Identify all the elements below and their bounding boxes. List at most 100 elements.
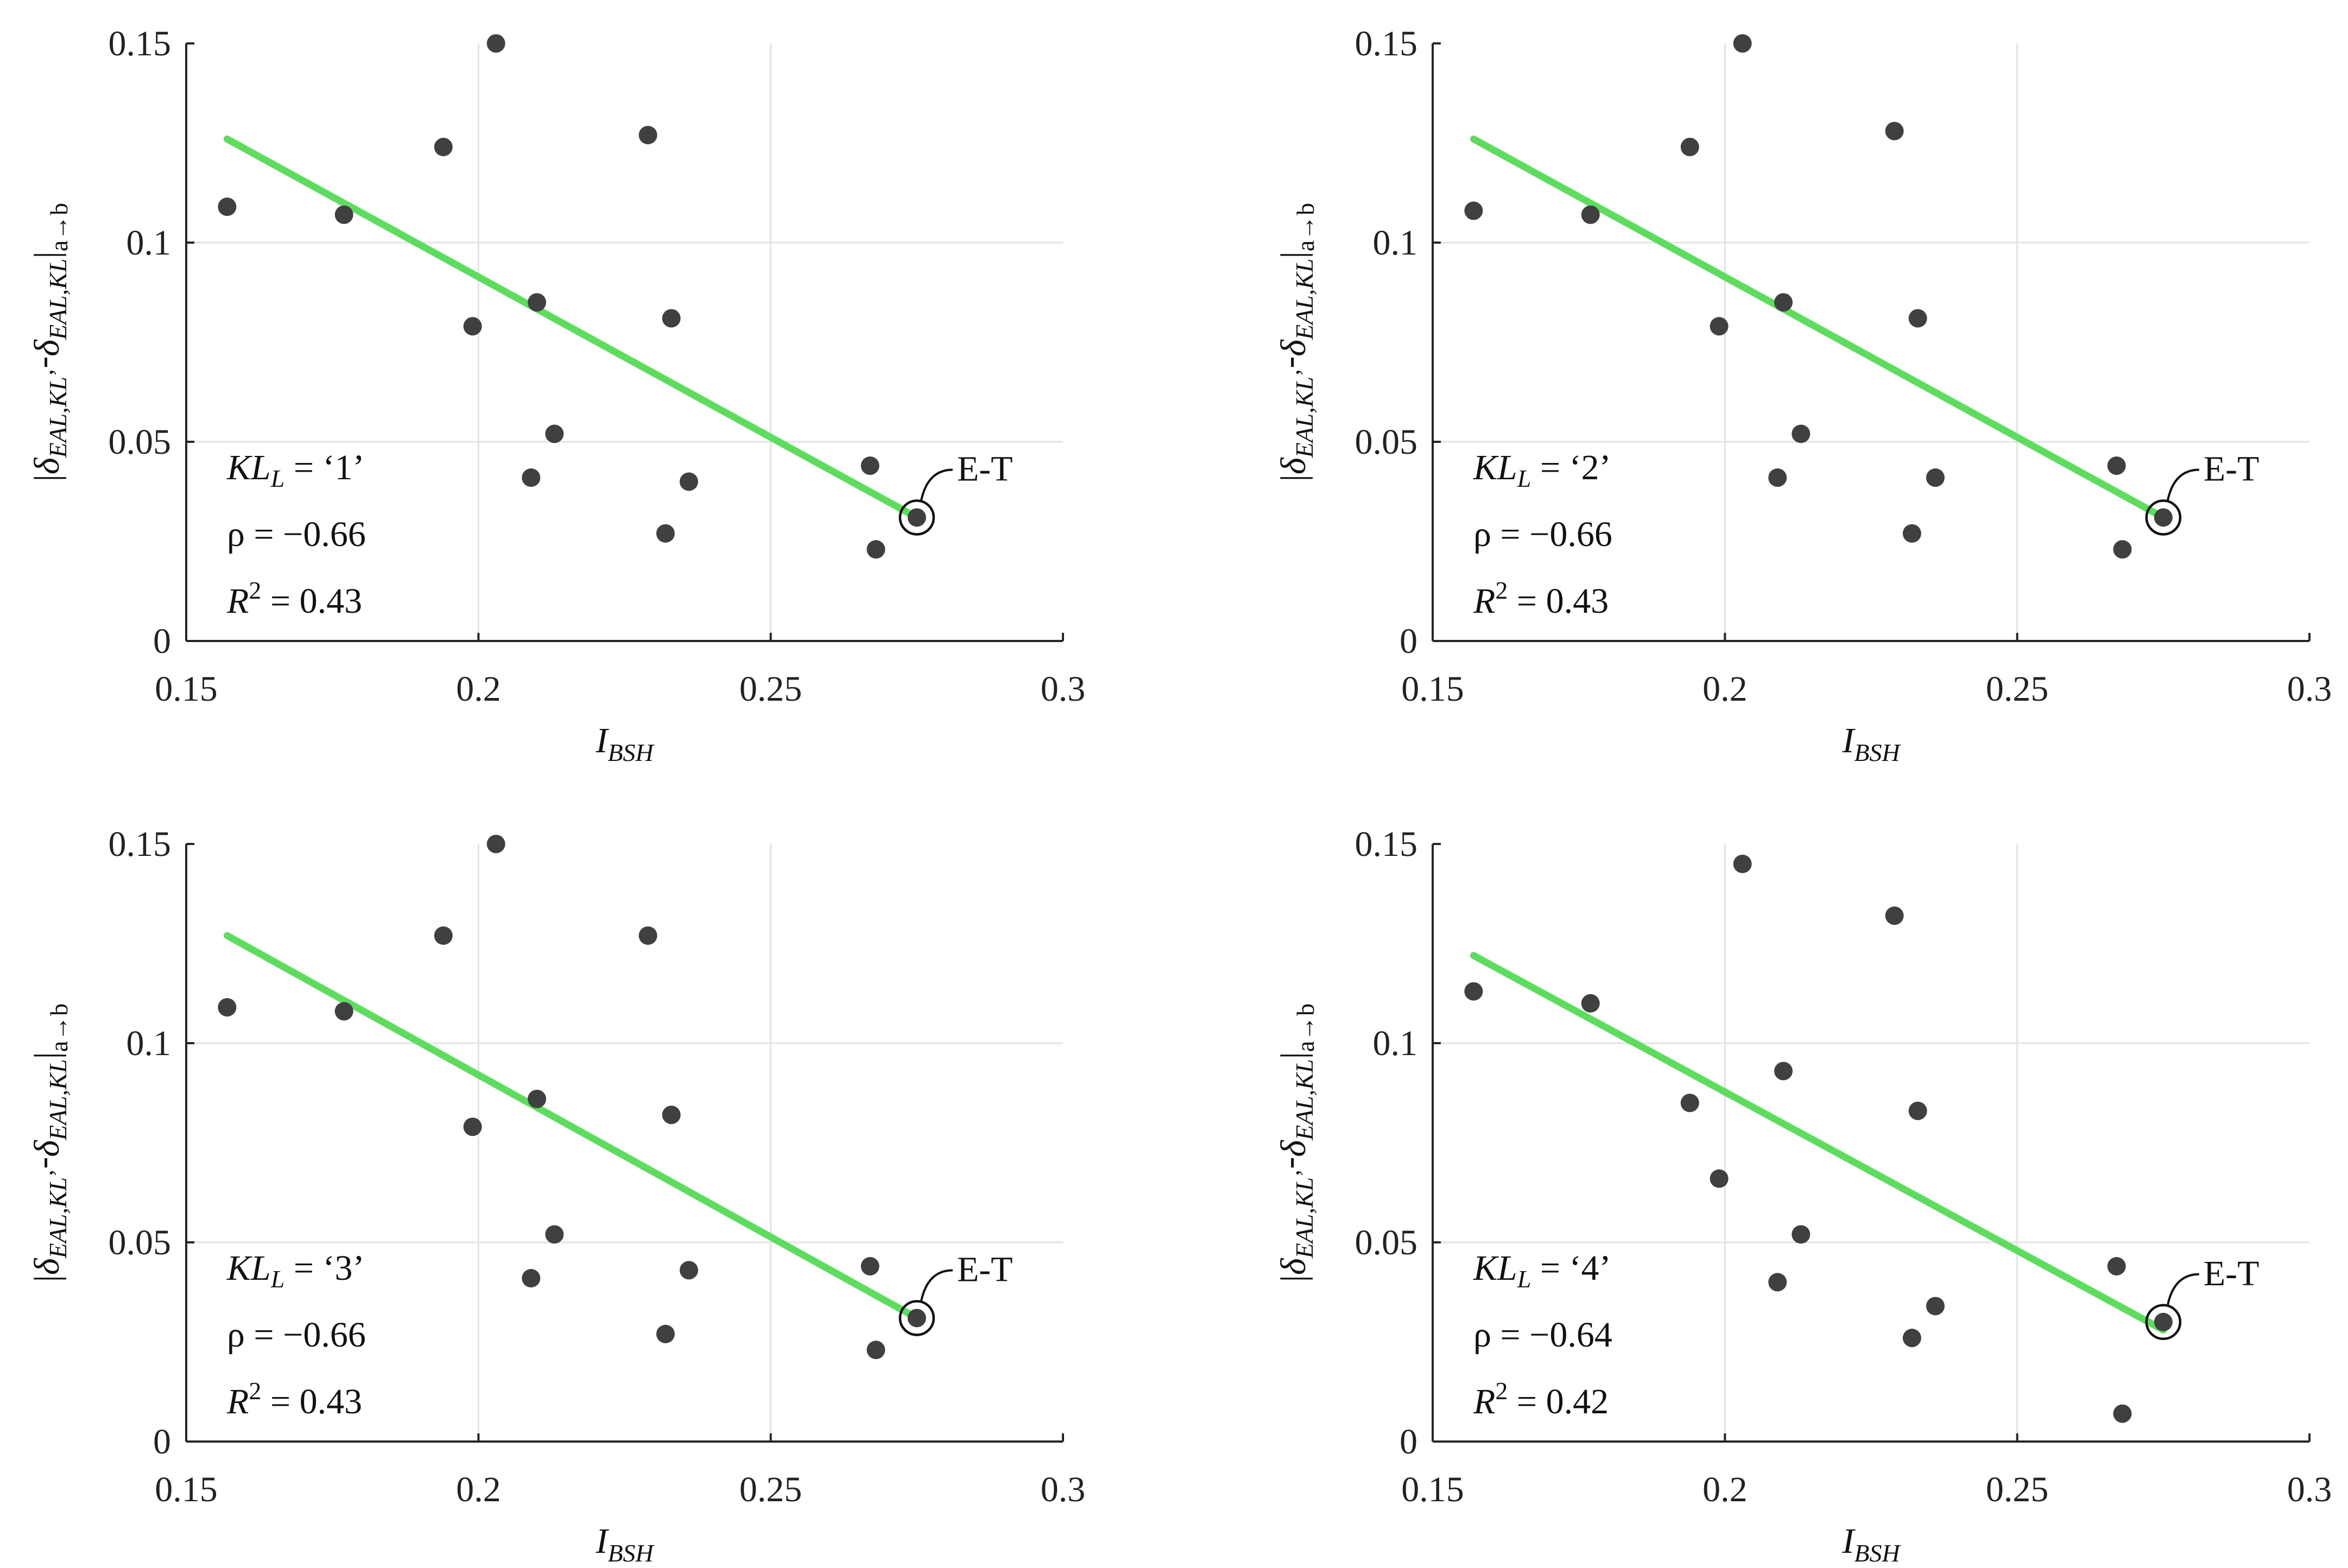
data-point — [1908, 309, 1927, 328]
kl-main: KL — [1473, 1248, 1517, 1288]
kl-sub: L — [270, 1265, 285, 1293]
y-label-delta: δ — [1274, 1258, 1313, 1275]
x-axis-label: IBSH — [1841, 1521, 1901, 1567]
y-tick-label: 0.05 — [1355, 1223, 1418, 1262]
plot-area — [186, 844, 1063, 1442]
x-tick-label: 0.2 — [456, 669, 501, 709]
r2-eq: = — [1508, 1382, 1546, 1421]
data-point — [1792, 1225, 1811, 1244]
y-label-bar: | — [1274, 1052, 1313, 1059]
regression-line — [223, 932, 921, 1322]
x-tick-label: 0.3 — [2287, 1470, 2332, 1509]
r2-main: R — [1473, 1382, 1495, 1421]
data-point — [679, 472, 698, 491]
y-label-bar: | — [1274, 1275, 1313, 1282]
kl-eq: = — [284, 1248, 322, 1288]
data-point — [1464, 201, 1483, 220]
data-point — [2154, 508, 2173, 527]
y-tick-label: 0 — [153, 1422, 171, 1462]
rho-annotation: ρ = −0.64 — [1473, 1315, 1612, 1355]
y-label-prime: ’ — [1290, 1169, 1318, 1177]
x-tick-label: 0.25 — [739, 669, 802, 709]
data-point — [1733, 34, 1752, 53]
y-tick-label: 0.1 — [1373, 1024, 1418, 1063]
r2-eq: = — [261, 581, 299, 621]
y-tick-label: 0.15 — [109, 24, 172, 64]
data-point — [679, 1261, 698, 1280]
data-point — [463, 317, 482, 336]
x-tick-label: 0.3 — [1041, 669, 1086, 709]
y-label-delta: δ — [1274, 457, 1313, 474]
r2-value: 0.43 — [300, 1382, 363, 1421]
r2-annotation: R2 = 0.42 — [1473, 1377, 1609, 1421]
x-tick-label: 0.2 — [1703, 1470, 1748, 1509]
data-point — [656, 524, 675, 543]
data-point — [1680, 137, 1699, 156]
data-point — [1774, 1062, 1793, 1081]
y-label-sub: EAL,KL — [44, 1059, 72, 1141]
data-point — [463, 1118, 482, 1137]
x-tick-label: 0.25 — [739, 1470, 802, 1509]
data-point — [638, 125, 657, 144]
data-point — [1680, 1094, 1699, 1113]
panel-top-left: 0.15 0.2 0.25 0.300.050.10.15IBSH|δEAL,KL’-… — [23, 24, 1085, 766]
data-point — [1581, 994, 1600, 1013]
y-label-delta: δ — [27, 339, 67, 357]
kl-sub: L — [1517, 465, 1531, 492]
panel-top-right: 0.15 0.2 0.25 0.300.050.10.15IBSH|δEAL,KL’-… — [1269, 24, 2332, 766]
y-label-sub: EAL,KL — [44, 377, 72, 459]
y-label-bar: | — [27, 1052, 67, 1059]
x-tick-label: 0.3 — [1041, 1470, 1086, 1509]
x-axis-label-main: I — [1841, 721, 1856, 760]
y-label-sub: a→b — [1292, 1004, 1319, 1052]
y-tick-label: 0 — [1400, 1422, 1417, 1462]
data-point — [1902, 524, 1921, 543]
r2-sup: 2 — [1495, 576, 1508, 604]
y-axis-label: |δEAL,KL’-δEAL,KL|a→b — [23, 1004, 73, 1283]
y-label-minus: - — [1269, 357, 1309, 369]
x-axis-label-sub: BSH — [1854, 739, 1901, 766]
highlight-label: E-T — [2204, 1254, 2260, 1293]
data-point — [860, 456, 879, 475]
r2-main: R — [1473, 581, 1495, 621]
y-axis-label: |δEAL,KL’-δEAL,KL|a→b — [1269, 1004, 1319, 1283]
y-axis-label: |δEAL,KL’-δEAL,KL|a→b — [1269, 203, 1319, 482]
data-point — [486, 835, 505, 853]
r2-sup: 2 — [1495, 1377, 1508, 1405]
kl-annotation: KLL = ‘1’ — [226, 448, 365, 492]
highlight-leader — [2166, 1273, 2199, 1306]
y-tick-label: 0.05 — [109, 422, 172, 462]
x-tick-label: 0.3 — [2287, 669, 2332, 709]
data-point — [334, 1002, 353, 1021]
r2-value: 0.43 — [1546, 581, 1609, 621]
data-point — [218, 998, 237, 1017]
data-point — [638, 926, 657, 945]
r2-value: 0.43 — [300, 581, 363, 621]
data-point — [1733, 854, 1752, 873]
x-tick-label: 0.25 — [1986, 1470, 2049, 1509]
r2-eq: = — [261, 1382, 299, 1421]
data-point — [434, 926, 453, 945]
data-point — [218, 197, 237, 216]
rho-annotation: ρ = −0.66 — [227, 1315, 366, 1355]
y-label-delta: δ — [27, 1140, 67, 1157]
data-point — [1774, 293, 1793, 312]
panel-bottom-left: 0.15 0.2 0.25 0.300.050.10.15IBSH|δEAL,KL’-… — [23, 824, 1085, 1567]
r2-eq: = — [1508, 581, 1546, 621]
y-label-delta: δ — [1274, 339, 1313, 357]
y-label-bar: | — [27, 1275, 67, 1282]
x-axis-label: IBSH — [595, 1521, 655, 1567]
x-axis-label-main: I — [1841, 1521, 1856, 1561]
kl-annotation: KLL = ‘2’ — [1473, 448, 1611, 492]
x-tick-label: 0.25 — [1986, 669, 2049, 709]
y-tick-label: 0 — [1400, 621, 1417, 661]
regression-line — [223, 135, 921, 521]
data-point — [907, 508, 926, 527]
data-point — [1926, 1297, 1945, 1316]
highlight-label: E-T — [957, 449, 1013, 488]
highlight-ring — [898, 1300, 935, 1336]
y-label-bar: | — [27, 251, 67, 258]
data-point — [907, 1309, 926, 1328]
r2-main: R — [226, 1382, 249, 1421]
